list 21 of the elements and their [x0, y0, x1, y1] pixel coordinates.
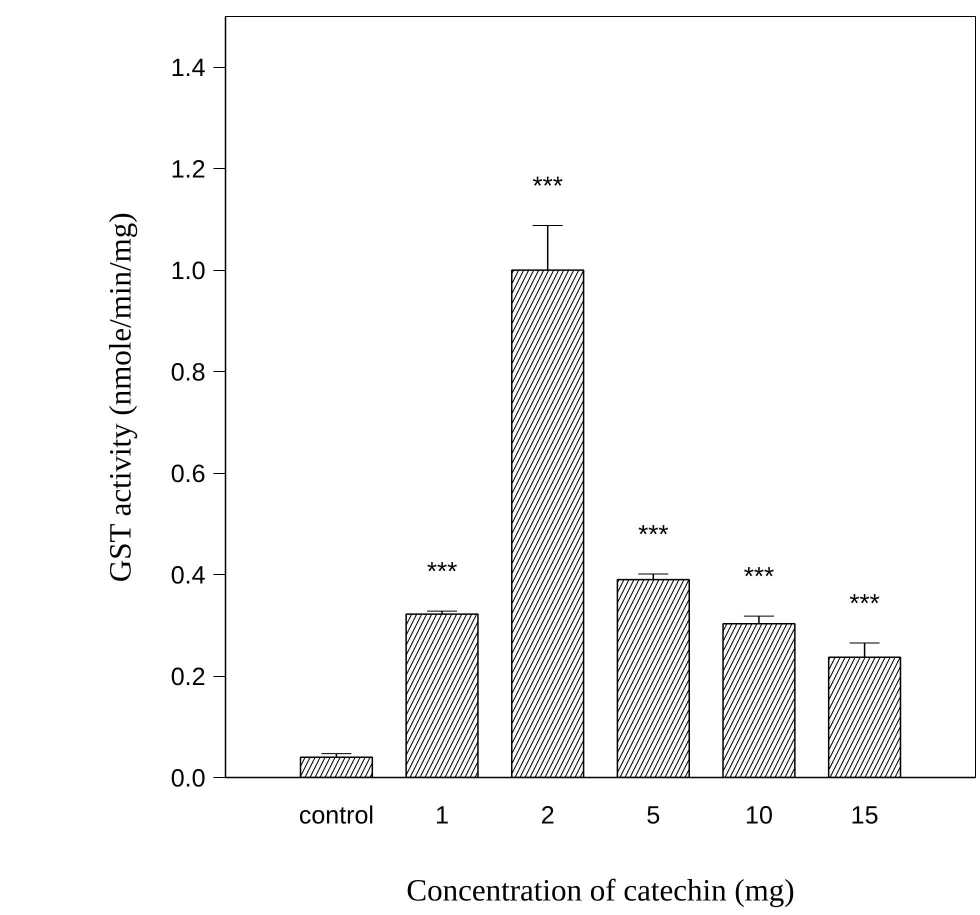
x-tick-label: 2 — [540, 802, 555, 830]
y-tick-label: 0.4 — [170, 562, 206, 590]
annotation: *** — [849, 588, 880, 618]
x-tick-label: control — [298, 802, 374, 830]
y-tick-label: 0.0 — [170, 764, 206, 792]
y-tick-label: 1.0 — [170, 257, 206, 286]
annotation: *** — [638, 519, 668, 550]
y-tick-label: 1.4 — [170, 54, 206, 82]
annotation: *** — [426, 556, 458, 586]
x-tick-label: 5 — [646, 802, 660, 830]
annotation: *** — [532, 170, 563, 201]
x-tick-label: 10 — [745, 802, 773, 830]
x-axis-title: Concentration of catechin (mg) — [406, 872, 795, 908]
y-tick-label: 0.8 — [170, 358, 206, 387]
x-tick-label: 15 — [850, 802, 878, 830]
x-tick-label: 1 — [435, 802, 450, 830]
annotation: *** — [744, 561, 774, 592]
y-axis-title: GST activity (nmole/min/mg) — [102, 212, 138, 582]
y-tick-label: 1.2 — [170, 156, 206, 184]
y-tick-label: 0.2 — [170, 663, 206, 692]
y-tick-label: 0.6 — [170, 460, 206, 488]
